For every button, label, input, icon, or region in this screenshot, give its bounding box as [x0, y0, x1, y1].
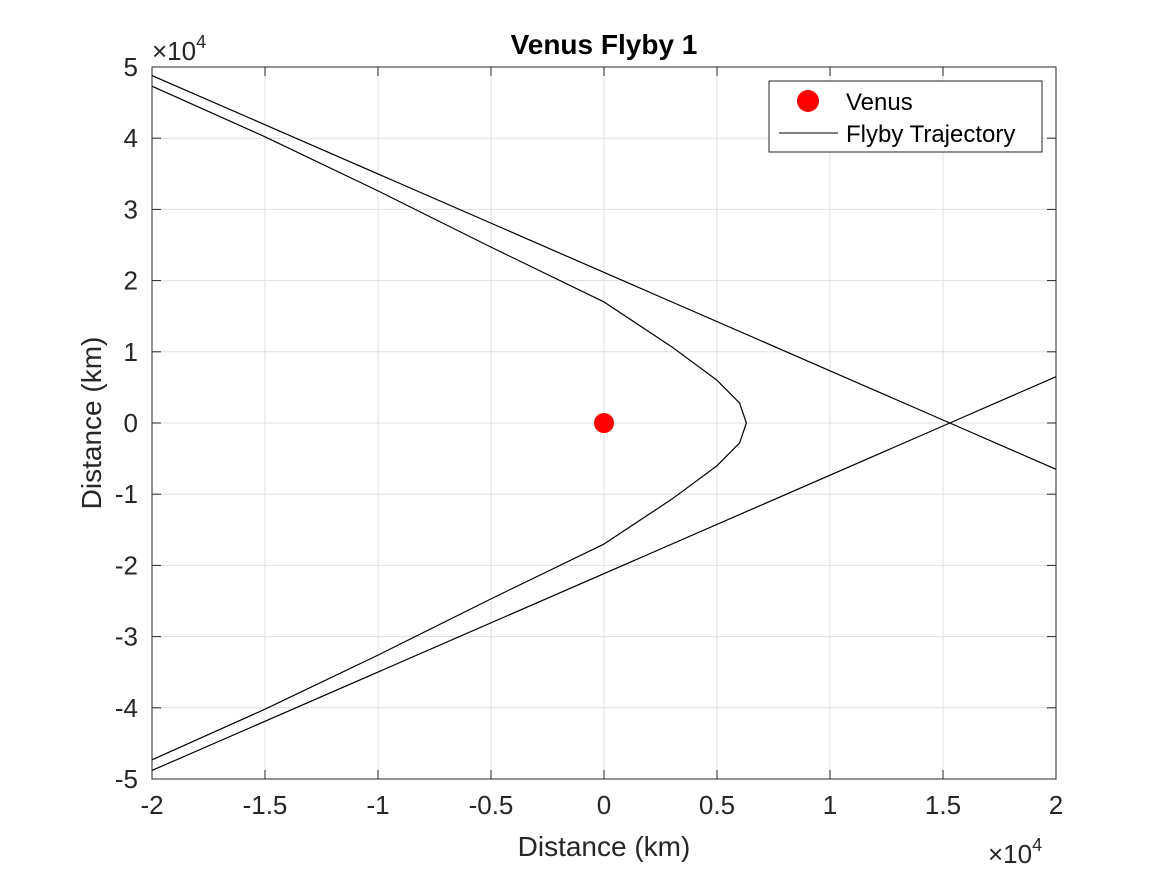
x-tick-label: 1.5 [925, 790, 961, 820]
legend-venus-label: Venus [846, 89, 913, 116]
x-tick-label: -1.5 [243, 790, 288, 820]
series [152, 74, 1056, 772]
y-tick-label: -2 [115, 550, 138, 580]
y-tick-label: -3 [115, 622, 138, 652]
y-axis-label: Distance (km) [76, 337, 107, 510]
y-tick-label: 4 [124, 123, 138, 153]
trajectory-line [152, 376, 1056, 772]
y-tick-label: -4 [115, 693, 138, 723]
chart-title: Venus Flyby 1 [511, 29, 698, 60]
y-tick-label: -1 [115, 479, 138, 509]
y-tick-label: 2 [124, 266, 138, 296]
x-exponent-power: 4 [1032, 835, 1042, 855]
flyby-trajectory [152, 74, 1056, 772]
tick-labels: -2 -1.5 -1 -0.5 0 0.5 1 1.5 2 -5 -4 -3 -2 -1 0 1 2 3 4 5 [115, 52, 1063, 820]
legend-trajectory-label: Flyby Trajectory [846, 121, 1015, 148]
plot-frame [151, 66, 1057, 780]
x-axis-exponent: ×104 [988, 835, 1042, 869]
x-tick-label: -0.5 [469, 790, 514, 820]
x-axis-label: Distance (km) [518, 831, 691, 862]
legend: Venus Flyby Trajectory [768, 80, 1043, 153]
trajectory-line [152, 85, 747, 761]
y-exponent-power: 4 [196, 32, 206, 52]
legend-venus-marker [797, 90, 819, 112]
y-axis-exponent: ×104 [152, 32, 206, 66]
y-tick-label: 0 [124, 408, 138, 438]
x-tick-label: -2 [140, 790, 163, 820]
y-exponent-base: ×10 [152, 36, 196, 66]
svg-text:×104: ×104 [988, 835, 1042, 869]
x-tick-label: 0 [597, 790, 611, 820]
x-tick-label: 0.5 [699, 790, 735, 820]
svg-text:×104: ×104 [152, 32, 206, 66]
x-tick-label: 2 [1049, 790, 1063, 820]
y-tick-label: 3 [124, 194, 138, 224]
x-tick-label: -1 [366, 790, 389, 820]
venus-marker [594, 413, 614, 433]
y-tick-label: 5 [124, 52, 138, 82]
y-tick-label: -5 [115, 764, 138, 794]
x-exponent-base: ×10 [988, 839, 1032, 869]
y-tick-label: 1 [124, 337, 138, 367]
x-tick-label: 1 [823, 790, 837, 820]
